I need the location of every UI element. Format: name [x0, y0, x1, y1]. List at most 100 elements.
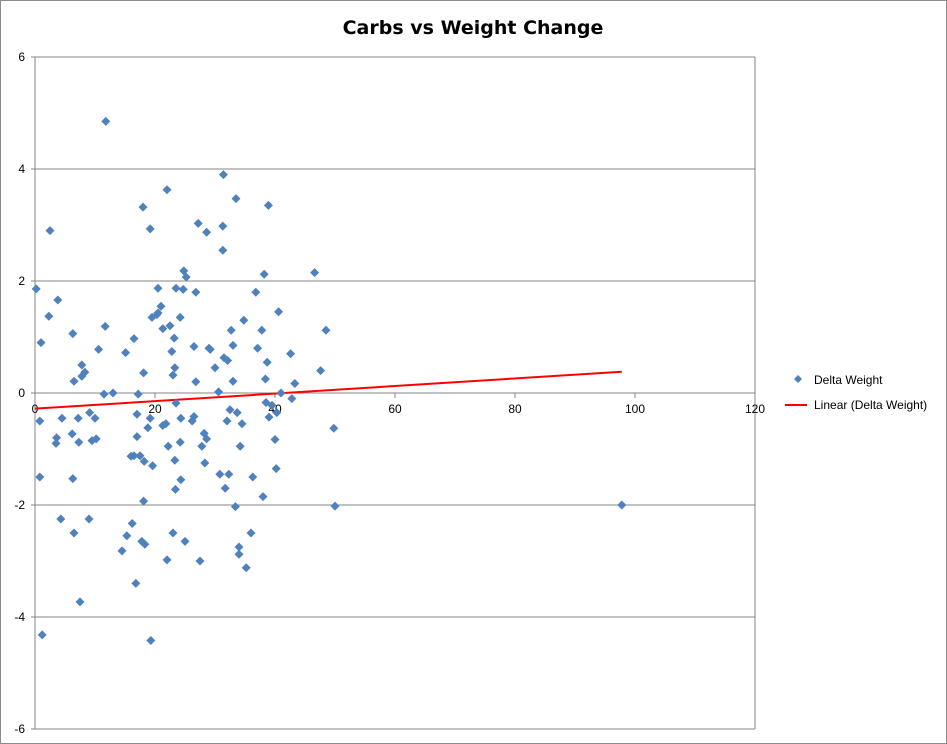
data-point — [153, 283, 163, 293]
data-point — [135, 451, 145, 461]
gridlines — [35, 56, 756, 730]
data-point — [165, 321, 175, 331]
data-point — [272, 408, 282, 418]
data-point — [168, 370, 178, 380]
data-point — [197, 441, 207, 451]
data-point — [133, 389, 143, 399]
data-point — [131, 578, 141, 588]
y-tick-label: 0 — [18, 386, 25, 400]
trendline-group — [34, 370, 622, 410]
data-point — [52, 433, 62, 443]
data-point — [286, 349, 296, 359]
data-point — [234, 549, 244, 559]
data-point — [68, 474, 78, 484]
data-point — [290, 378, 300, 388]
data-point — [35, 416, 45, 426]
x-tick-label: 60 — [388, 402, 402, 416]
data-point — [230, 502, 240, 512]
data-point — [69, 528, 79, 538]
data-point — [139, 368, 149, 378]
data-point — [45, 226, 55, 236]
data-point — [101, 116, 111, 126]
data-point — [262, 357, 272, 367]
data-point — [161, 419, 171, 429]
legend: Delta Weight Linear (Delta Weight) — [785, 373, 927, 412]
data-point — [202, 434, 212, 444]
data-point — [617, 500, 627, 510]
data-point — [220, 483, 230, 493]
data-point — [200, 458, 210, 468]
data-point — [77, 360, 87, 370]
data-point — [170, 363, 180, 373]
data-point — [140, 539, 150, 549]
data-point — [167, 347, 177, 357]
data-point — [175, 312, 185, 322]
data-point — [321, 325, 331, 335]
data-point — [191, 377, 201, 387]
data-point — [181, 272, 191, 282]
data-point — [44, 311, 54, 321]
data-point — [176, 413, 186, 423]
data-point — [162, 185, 172, 195]
data-point — [121, 348, 131, 358]
data-point — [210, 363, 220, 373]
data-point — [225, 405, 235, 415]
y-tick-label: -6 — [14, 722, 25, 736]
data-point — [122, 531, 132, 541]
data-point — [171, 283, 181, 293]
data-point — [232, 408, 242, 418]
data-point — [153, 308, 163, 318]
data-point — [202, 227, 212, 237]
data-point — [257, 325, 267, 335]
data-point — [276, 388, 286, 398]
data-point — [316, 366, 326, 376]
data-point — [222, 416, 232, 426]
data-point — [80, 367, 90, 377]
data-point — [91, 434, 101, 444]
data-point — [100, 321, 110, 331]
y-tick-label: -2 — [14, 498, 25, 512]
data-point — [267, 400, 277, 410]
data-point — [246, 528, 256, 538]
data-point — [223, 356, 233, 366]
data-point — [168, 528, 178, 538]
data-point — [237, 419, 247, 429]
x-tick-label: 100 — [625, 402, 645, 416]
data-point — [329, 423, 339, 433]
trendline-linear-delta-weight — [34, 370, 622, 410]
data-point — [158, 324, 168, 334]
data-point — [53, 295, 63, 305]
data-point — [31, 284, 41, 294]
data-point — [170, 484, 180, 494]
data-point — [228, 340, 238, 350]
data-point — [228, 376, 238, 386]
data-point — [37, 630, 47, 640]
data-point — [259, 269, 269, 279]
data-point — [69, 376, 79, 386]
data-point — [248, 472, 258, 482]
data-point — [264, 412, 274, 422]
data-point — [163, 441, 173, 451]
data-point — [175, 437, 185, 447]
data-point — [251, 287, 261, 297]
data-point — [145, 413, 155, 423]
data-point — [178, 284, 188, 294]
data-point — [239, 315, 249, 325]
data-point — [129, 334, 139, 344]
data-point — [218, 221, 228, 231]
data-point — [35, 472, 45, 482]
data-point — [271, 464, 281, 474]
chart-title: Carbs vs Weight Change — [343, 17, 604, 39]
data-point — [162, 555, 172, 565]
data-point — [171, 398, 181, 408]
data-point — [310, 268, 320, 278]
data-point — [85, 408, 95, 418]
data-point — [234, 542, 244, 552]
data-point — [214, 387, 224, 397]
x-tick-label: 120 — [745, 402, 765, 416]
data-point — [169, 333, 179, 343]
data-point — [73, 413, 83, 423]
data-point — [195, 556, 205, 566]
